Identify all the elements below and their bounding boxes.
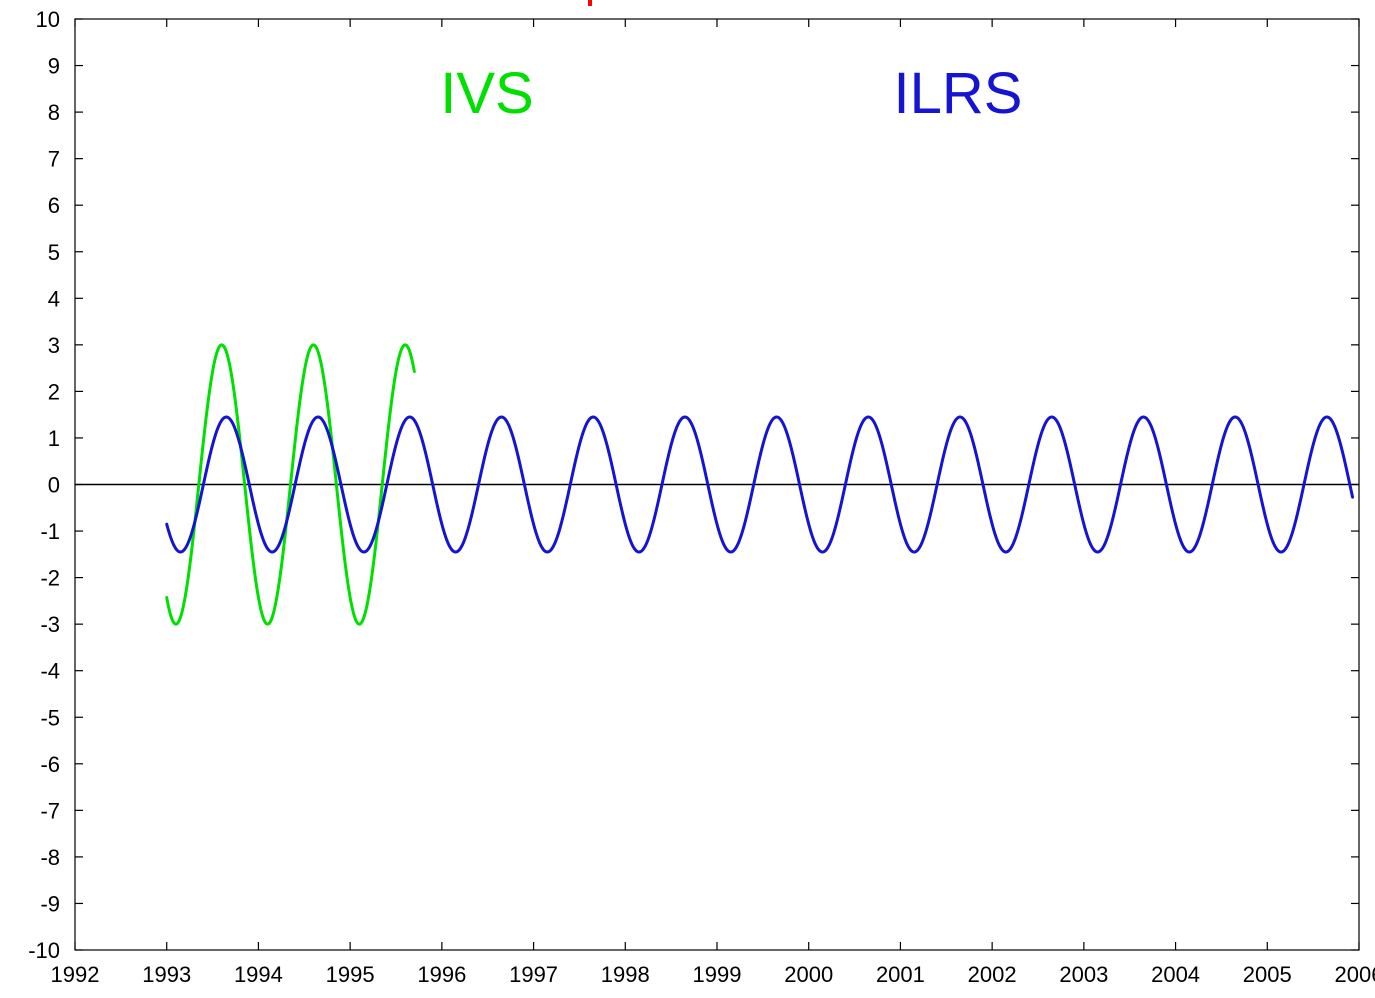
y-tick-label: 5: [48, 240, 60, 265]
y-tick-label: 4: [48, 286, 60, 311]
x-tick-label: 2006: [1335, 962, 1375, 987]
x-tick-label: 2001: [876, 962, 925, 987]
x-tick-label: 2002: [968, 962, 1017, 987]
series-line-ilrs: [165, 415, 1355, 554]
series-layer: [165, 343, 1355, 626]
y-tick-label: -9: [40, 891, 60, 916]
y-tick-label: -3: [40, 612, 60, 637]
legend-label-ivs: IVS: [440, 61, 534, 126]
x-tick-label: 2000: [784, 962, 833, 987]
y-tick-label: 1: [48, 426, 60, 451]
x-tick-label: 1995: [326, 962, 375, 987]
x-tick-label: 2005: [1243, 962, 1292, 987]
y-tick-label: 9: [48, 54, 60, 79]
x-tick-label: 1997: [509, 962, 558, 987]
x-tick-label: 1996: [417, 962, 466, 987]
y-tick-label: -10: [28, 938, 60, 963]
y-tick-label: -4: [40, 659, 60, 684]
x-tick-label: 2003: [1059, 962, 1108, 987]
y-tick-label: 8: [48, 100, 60, 125]
y-tick-label: -2: [40, 566, 60, 591]
legend-label-ilrs: ILRS: [894, 61, 1023, 126]
y-tick-label: 10: [36, 7, 60, 32]
series-line-ivs: [165, 343, 416, 626]
x-tick-label: 1993: [142, 962, 191, 987]
y-tick-label: 3: [48, 333, 60, 358]
x-tick-label: 1994: [234, 962, 283, 987]
y-tick-label: -1: [40, 519, 60, 544]
x-tick-label: 1999: [693, 962, 742, 987]
y-tick-label: -6: [40, 752, 60, 777]
y-tick-label: 2: [48, 379, 60, 404]
y-tick-label: -5: [40, 705, 60, 730]
x-axis-ticks: 1992 1993 1994 1995 1996 1997 1998 1999 2000 2001…: [51, 19, 1375, 987]
y-tick-label: -8: [40, 845, 60, 870]
x-tick-label: 1992: [51, 962, 100, 987]
y-tick-label: 7: [48, 147, 60, 172]
y-tick-label: 6: [48, 193, 60, 218]
y-tick-label: 0: [48, 473, 60, 498]
y-tick-label: -7: [40, 798, 60, 823]
x-tick-label: 2004: [1151, 962, 1200, 987]
x-tick-label: 1998: [601, 962, 650, 987]
